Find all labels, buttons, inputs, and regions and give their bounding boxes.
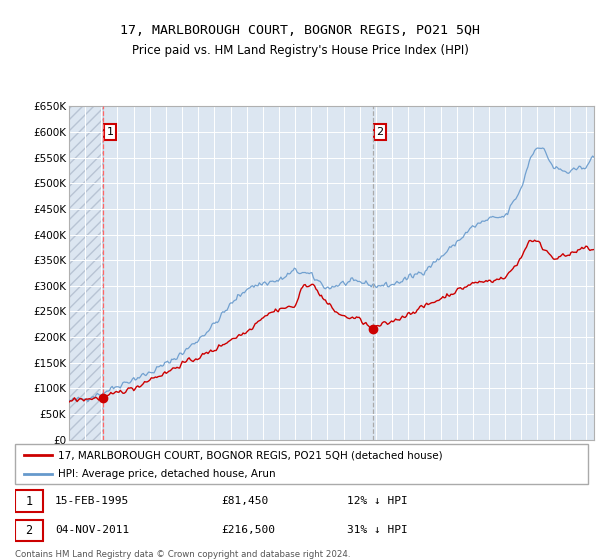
FancyBboxPatch shape: [15, 520, 43, 542]
Text: 2: 2: [377, 127, 383, 137]
Text: £216,500: £216,500: [221, 525, 275, 535]
Text: Contains HM Land Registry data © Crown copyright and database right 2024.
This d: Contains HM Land Registry data © Crown c…: [15, 550, 350, 560]
Text: 2: 2: [25, 524, 32, 537]
FancyBboxPatch shape: [15, 444, 588, 484]
FancyBboxPatch shape: [15, 490, 43, 512]
Text: 04-NOV-2011: 04-NOV-2011: [55, 525, 130, 535]
Text: 1: 1: [106, 127, 113, 137]
Text: HPI: Average price, detached house, Arun: HPI: Average price, detached house, Arun: [58, 469, 275, 479]
Text: 17, MARLBOROUGH COURT, BOGNOR REGIS, PO21 5QH (detached house): 17, MARLBOROUGH COURT, BOGNOR REGIS, PO2…: [58, 450, 443, 460]
Text: £81,450: £81,450: [221, 496, 269, 506]
Text: 17, MARLBOROUGH COURT, BOGNOR REGIS, PO21 5QH: 17, MARLBOROUGH COURT, BOGNOR REGIS, PO2…: [120, 24, 480, 38]
Text: 1: 1: [25, 494, 32, 507]
Text: 15-FEB-1995: 15-FEB-1995: [55, 496, 130, 506]
Text: 31% ↓ HPI: 31% ↓ HPI: [347, 525, 408, 535]
Text: Price paid vs. HM Land Registry's House Price Index (HPI): Price paid vs. HM Land Registry's House …: [131, 44, 469, 57]
Polygon shape: [69, 106, 103, 440]
Text: 12% ↓ HPI: 12% ↓ HPI: [347, 496, 408, 506]
